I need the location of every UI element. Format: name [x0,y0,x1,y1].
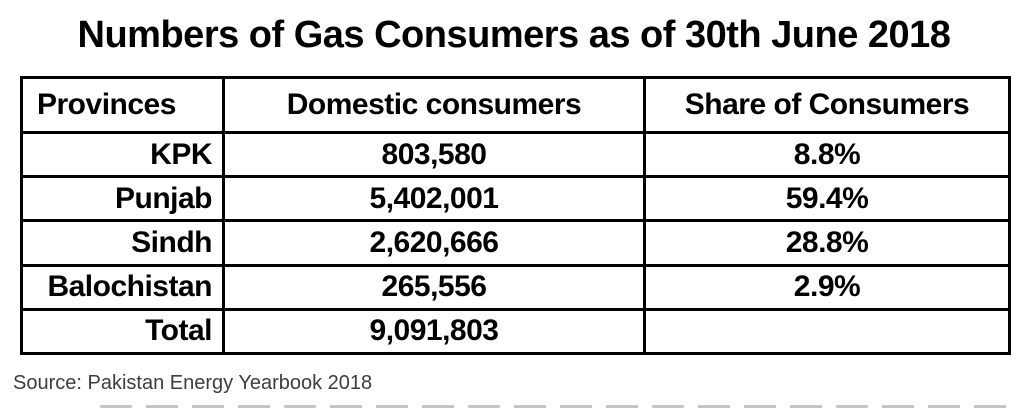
cell-province: Balochistan [20,263,225,311]
cell-share: 59.4% [643,175,1011,223]
cropped-text-artifact [100,405,1020,408]
table-row-total: Total 9,091,803 [20,307,1011,356]
cell-province: Sindh [20,219,225,267]
cell-share: 8.8% [643,130,1011,179]
figure-title: Numbers of Gas Consumers as of 30th June… [77,14,951,56]
table-header-row: Provinces Domestic consumers Share of Co… [20,76,1011,134]
column-header-domestic-consumers: Domestic consumers [222,76,646,134]
column-header-share-of-consumers: Share of Consumers [643,76,1011,134]
gas-consumers-table: Provinces Domestic consumers Share of Co… [20,76,1011,356]
source-caption: Source: Pakistan Energy Yearbook 2018 [13,372,373,394]
cell-domestic-consumers: 5,402,001 [222,175,646,223]
cell-share-empty [643,307,1011,356]
cell-domestic-consumers: 265,556 [222,263,646,311]
cell-domestic-consumers: 9,091,803 [222,307,646,356]
cell-province: Punjab [20,175,225,223]
table-row-sindh: Sindh 2,620,666 28.8% [20,219,1011,267]
table-row-kpk: KPK 803,580 8.8% [20,130,1011,179]
cell-province: Total [20,307,225,356]
cell-domestic-consumers: 803,580 [222,130,646,179]
cell-province: KPK [20,130,225,179]
cell-share: 28.8% [643,219,1011,267]
table-row-punjab: Punjab 5,402,001 59.4% [20,175,1011,223]
column-header-provinces: Provinces [20,76,225,134]
table-row-balochistan: Balochistan 265,556 2.9% [20,263,1011,311]
cell-share: 2.9% [643,263,1011,311]
cell-domestic-consumers: 2,620,666 [222,219,646,267]
